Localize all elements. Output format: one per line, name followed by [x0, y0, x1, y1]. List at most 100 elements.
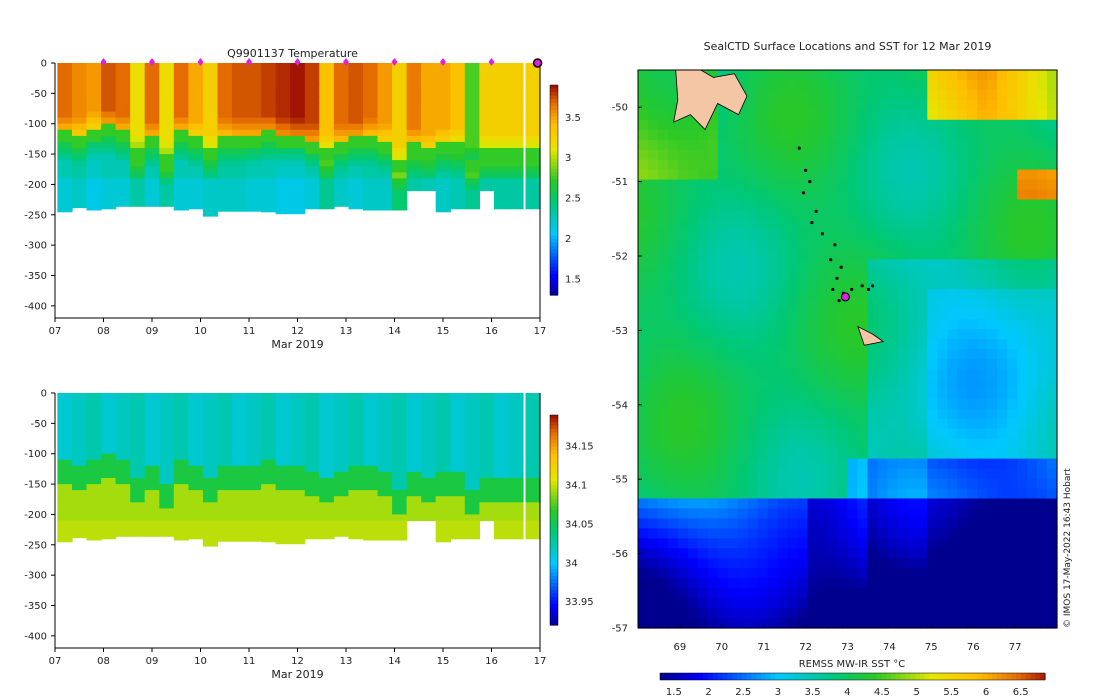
sst-cell	[917, 588, 928, 599]
sst-cell	[987, 598, 998, 609]
sst-cell	[807, 568, 819, 579]
profile-cell	[202, 160, 219, 167]
x-tick-label: 14	[388, 656, 401, 667]
sst-cell	[777, 588, 789, 599]
profile-cell	[57, 465, 73, 473]
sst-cell	[697, 528, 709, 539]
sst-cell	[927, 598, 938, 609]
sst-cell	[727, 339, 739, 350]
sst-cell	[847, 289, 859, 300]
sst-cell	[1037, 608, 1048, 619]
sst-cell	[797, 89, 809, 101]
profile-cell	[348, 393, 364, 400]
profile-cell	[173, 111, 189, 119]
profile-cell	[115, 135, 131, 143]
sst-cell	[827, 448, 839, 460]
sst-cell	[737, 618, 749, 629]
profile-cell	[377, 453, 393, 461]
sst-cell	[927, 89, 938, 101]
profile-column	[435, 393, 451, 543]
sst-cell	[1047, 428, 1058, 440]
sst-cell	[638, 368, 649, 380]
sst-cell	[847, 528, 859, 539]
sst-cell	[1007, 468, 1018, 480]
profile-cell	[261, 184, 277, 192]
sst-cell	[1027, 388, 1038, 400]
sst-cell	[927, 468, 938, 480]
sst-cell	[767, 89, 779, 101]
sst-cell	[817, 269, 829, 280]
y-tick-label: -53	[612, 326, 628, 337]
profile-cell	[57, 429, 73, 437]
sst-cell	[897, 468, 908, 480]
profile-cell	[173, 69, 189, 76]
sst-cell	[757, 119, 769, 131]
profile-cell	[333, 196, 350, 204]
sst-cell	[857, 269, 869, 280]
profile-cell	[290, 447, 306, 455]
profile-cell	[72, 178, 88, 186]
sst-cell	[747, 189, 759, 201]
sst-cell	[638, 149, 649, 161]
sst-cell	[927, 249, 938, 260]
sst-cell	[947, 458, 958, 470]
x-tick-label: 17	[534, 656, 547, 667]
colorbar-segment	[550, 453, 558, 458]
profile-cell	[464, 532, 480, 540]
sst-cell	[877, 149, 888, 161]
sst-cell	[727, 488, 739, 500]
sst-cell	[667, 149, 679, 161]
colorbar-tick-label: 4.5	[874, 687, 890, 698]
colorbar-segment	[550, 291, 558, 296]
profile-cell	[304, 196, 320, 204]
sst-cell	[987, 548, 998, 559]
sst-cell	[817, 598, 829, 609]
sst-cell	[847, 558, 859, 569]
sst-cell	[917, 488, 928, 500]
sst-cell	[917, 159, 928, 171]
profile-cell	[217, 471, 233, 479]
sst-cell	[697, 488, 709, 500]
sst-cell	[777, 349, 789, 360]
sst-cell	[807, 149, 819, 161]
sst-cell	[658, 588, 669, 599]
sst-cell	[837, 558, 849, 569]
sst-cell	[997, 139, 1008, 151]
sst-cell	[648, 548, 659, 559]
colorbar-label: REMSS MW-IR SST °C	[799, 659, 906, 670]
profile-cell	[406, 417, 422, 424]
profile-cell	[159, 135, 175, 143]
profile-cell	[333, 87, 350, 94]
colorbar-segment	[550, 429, 558, 434]
sst-cell	[667, 239, 679, 250]
sst-cell	[648, 189, 659, 201]
sst-cell	[967, 139, 978, 151]
sst-cell	[767, 538, 779, 549]
sst-cell	[837, 548, 849, 559]
profile-cell	[508, 75, 524, 82]
profile-cell	[363, 490, 379, 497]
profile-column	[159, 63, 175, 207]
sst-cell	[1007, 608, 1018, 619]
profile-cell	[479, 417, 495, 424]
sst-cell	[927, 548, 938, 559]
profile-cell	[435, 508, 451, 516]
profile-cell	[508, 93, 524, 101]
sst-cell	[638, 99, 649, 111]
sst-cell	[707, 558, 719, 569]
sst-cell	[857, 588, 869, 599]
profile-cell	[275, 190, 291, 198]
profile-cell	[86, 63, 102, 70]
sst-cell	[687, 139, 699, 151]
sst-cell	[777, 598, 789, 609]
profile-cell	[246, 75, 262, 82]
sst-cell	[807, 309, 819, 320]
sst-cell	[787, 299, 799, 310]
profile-cell	[319, 105, 335, 113]
sst-cell	[827, 428, 839, 440]
sst-cell	[648, 618, 659, 629]
sst-cell	[638, 528, 649, 539]
sst-cell	[797, 99, 809, 111]
sst-cell	[747, 109, 759, 121]
sst-cell	[977, 418, 988, 430]
